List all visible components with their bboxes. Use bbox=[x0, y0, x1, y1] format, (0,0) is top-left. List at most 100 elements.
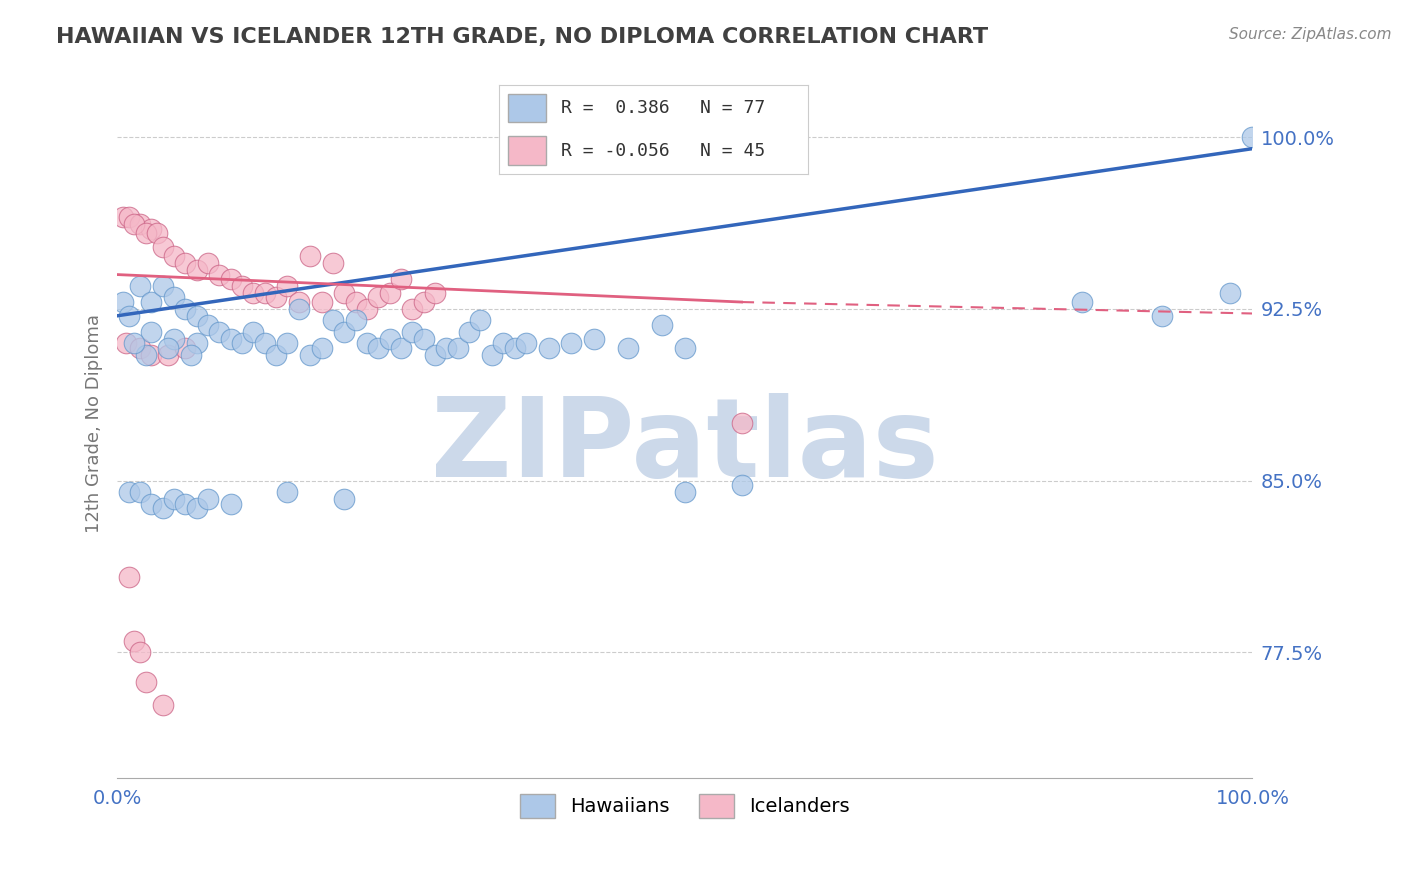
Point bbox=[208, 268, 231, 282]
Point bbox=[197, 318, 219, 332]
Point bbox=[231, 336, 253, 351]
Point bbox=[299, 348, 322, 362]
Point bbox=[1150, 309, 1173, 323]
Point bbox=[128, 645, 150, 659]
Point bbox=[401, 301, 423, 316]
Point bbox=[322, 256, 344, 270]
Point bbox=[367, 341, 389, 355]
Point bbox=[231, 279, 253, 293]
Point bbox=[135, 348, 157, 362]
Text: R =  0.386: R = 0.386 bbox=[561, 99, 669, 117]
Text: Source: ZipAtlas.com: Source: ZipAtlas.com bbox=[1229, 27, 1392, 42]
Point bbox=[378, 332, 401, 346]
Point bbox=[322, 313, 344, 327]
Point bbox=[288, 301, 311, 316]
Text: N = 77: N = 77 bbox=[700, 99, 765, 117]
FancyBboxPatch shape bbox=[509, 94, 546, 122]
Point bbox=[141, 295, 163, 310]
Point bbox=[436, 341, 458, 355]
Point bbox=[389, 341, 412, 355]
Point bbox=[356, 301, 378, 316]
FancyBboxPatch shape bbox=[509, 136, 546, 165]
Point bbox=[560, 336, 582, 351]
Point bbox=[152, 698, 174, 712]
Point bbox=[617, 341, 640, 355]
Point bbox=[311, 341, 333, 355]
Point bbox=[447, 341, 470, 355]
Point bbox=[141, 325, 163, 339]
Point bbox=[582, 332, 605, 346]
Point bbox=[163, 290, 186, 304]
Point bbox=[141, 221, 163, 235]
Point bbox=[423, 285, 446, 300]
Point bbox=[412, 295, 434, 310]
Point bbox=[356, 336, 378, 351]
Point bbox=[503, 341, 526, 355]
Point bbox=[174, 341, 197, 355]
Point bbox=[152, 240, 174, 254]
Point bbox=[186, 263, 208, 277]
Point bbox=[253, 336, 276, 351]
Point bbox=[288, 295, 311, 310]
Point bbox=[152, 279, 174, 293]
Point bbox=[673, 485, 696, 500]
Point bbox=[401, 325, 423, 339]
Point bbox=[117, 485, 139, 500]
Point bbox=[481, 348, 503, 362]
Point bbox=[122, 217, 145, 231]
Point bbox=[311, 295, 333, 310]
Point bbox=[128, 341, 150, 355]
Point bbox=[197, 491, 219, 506]
Point bbox=[186, 336, 208, 351]
Y-axis label: 12th Grade, No Diploma: 12th Grade, No Diploma bbox=[86, 314, 103, 533]
Point bbox=[219, 332, 242, 346]
Point bbox=[128, 485, 150, 500]
Point bbox=[299, 249, 322, 263]
Point bbox=[264, 290, 287, 304]
Point bbox=[141, 348, 163, 362]
Point bbox=[423, 348, 446, 362]
Text: HAWAIIAN VS ICELANDER 12TH GRADE, NO DIPLOMA CORRELATION CHART: HAWAIIAN VS ICELANDER 12TH GRADE, NO DIP… bbox=[56, 27, 988, 46]
Point bbox=[458, 325, 481, 339]
Point bbox=[412, 332, 434, 346]
Point bbox=[1241, 130, 1264, 145]
Point bbox=[152, 501, 174, 516]
Point bbox=[264, 348, 287, 362]
Point bbox=[242, 325, 264, 339]
Point bbox=[253, 285, 276, 300]
Text: R = -0.056: R = -0.056 bbox=[561, 142, 669, 160]
Point bbox=[174, 256, 197, 270]
Point bbox=[344, 313, 367, 327]
Point bbox=[141, 496, 163, 510]
Point bbox=[157, 348, 180, 362]
Point bbox=[115, 336, 138, 351]
Point bbox=[163, 249, 186, 263]
Point bbox=[174, 301, 197, 316]
Point bbox=[219, 272, 242, 286]
Legend: Hawaiians, Icelanders: Hawaiians, Icelanders bbox=[512, 786, 858, 825]
Point bbox=[122, 336, 145, 351]
Point bbox=[537, 341, 560, 355]
Point bbox=[163, 332, 186, 346]
Point bbox=[673, 341, 696, 355]
Point bbox=[128, 279, 150, 293]
Point bbox=[186, 309, 208, 323]
Point bbox=[208, 325, 231, 339]
Point bbox=[470, 313, 492, 327]
Point bbox=[117, 309, 139, 323]
Point bbox=[174, 496, 197, 510]
Point bbox=[117, 211, 139, 225]
Point bbox=[730, 417, 752, 431]
Point bbox=[367, 290, 389, 304]
Point bbox=[111, 295, 134, 310]
Point bbox=[197, 256, 219, 270]
Point bbox=[730, 478, 752, 492]
Point bbox=[180, 348, 202, 362]
Point bbox=[333, 491, 356, 506]
Point bbox=[163, 491, 186, 506]
Point bbox=[135, 227, 157, 241]
Point bbox=[651, 318, 673, 332]
Point bbox=[117, 570, 139, 584]
Point bbox=[157, 341, 180, 355]
Text: N = 45: N = 45 bbox=[700, 142, 765, 160]
